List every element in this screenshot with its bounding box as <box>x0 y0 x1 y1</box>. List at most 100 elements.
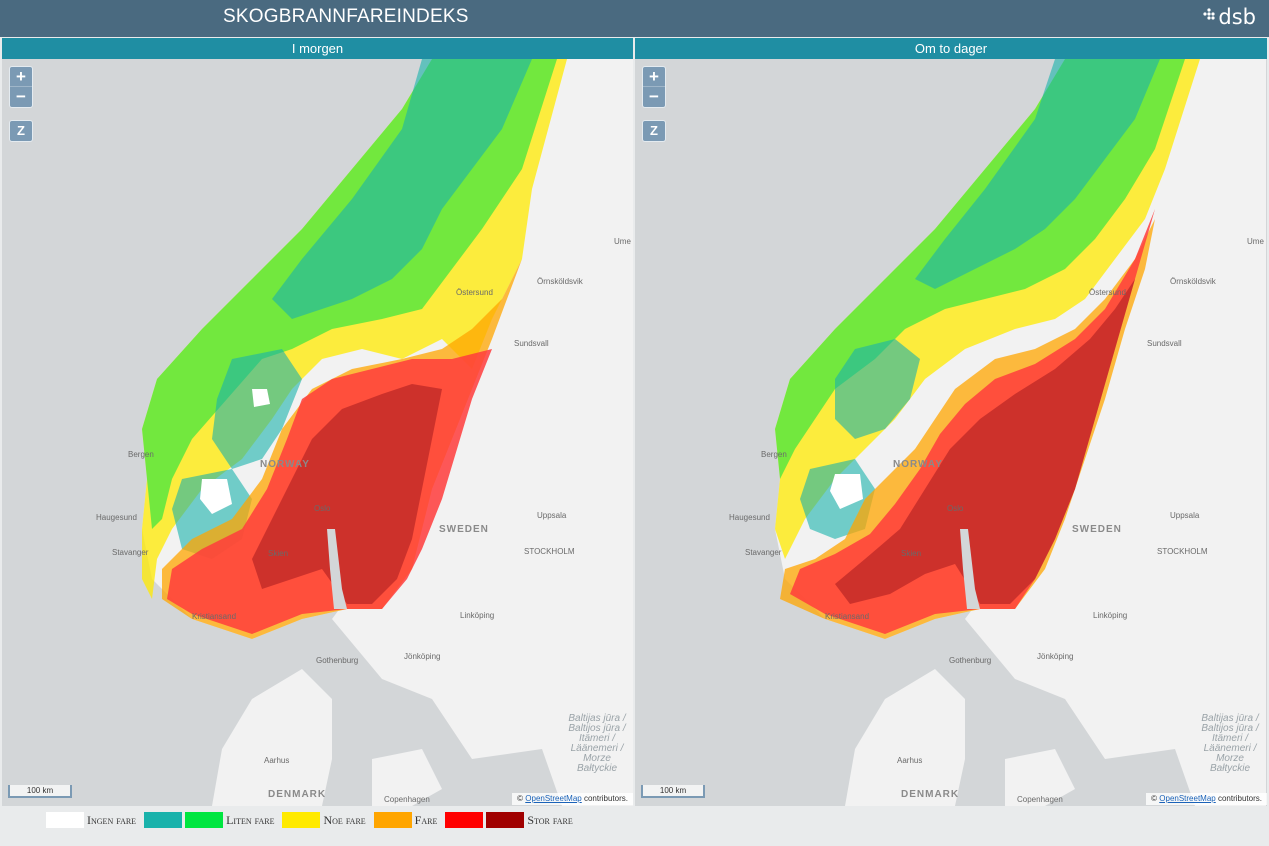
zone-liten-fare-teal <box>915 59 1160 289</box>
city-label: Jönköping <box>1037 652 1074 661</box>
legend-label: Stor fare <box>527 812 573 827</box>
finland-south-land <box>592 649 633 739</box>
app-title: SKOGBRANNFAREINDEKS <box>223 6 469 27</box>
country-label: NORWAY <box>260 459 310 470</box>
legend-swatch <box>282 812 321 828</box>
city-label: Aarhus <box>897 756 923 765</box>
finland-south-land <box>1225 649 1266 739</box>
attribution-suffix: contributors. <box>581 794 628 803</box>
denmark-land <box>845 669 965 806</box>
map-canvas[interactable] <box>635 59 1266 806</box>
scale-bar: 100 km <box>641 785 705 798</box>
city-label: Copenhagen <box>384 795 430 804</box>
denmark-land <box>212 669 332 806</box>
city-label: Haugesund <box>96 513 137 522</box>
city-label: Jönköping <box>404 652 441 661</box>
logo-dots-icon <box>1203 7 1215 20</box>
legend-label: Ingen fare <box>87 812 137 827</box>
legend-item-stor-fare: Stor fare <box>445 812 573 828</box>
country-label: DENMARK <box>268 789 327 800</box>
zoom-in-button[interactable]: + <box>10 67 32 87</box>
legend-item-ingen-fare: Ingen fare <box>46 812 136 828</box>
legend-swatch <box>373 812 412 828</box>
city-label: Östersund <box>1089 288 1126 297</box>
z-button[interactable]: Z <box>9 120 33 142</box>
city-label: Oslo <box>314 504 331 513</box>
city-label: Skien <box>901 549 922 558</box>
zone-white-2 <box>252 389 270 407</box>
city-label: Linköping <box>460 611 495 620</box>
logo-text: dsb <box>1218 5 1256 29</box>
city-label: STOCKHOLM <box>524 547 575 556</box>
zone-stor-fare-darkred <box>835 279 1135 604</box>
dsb-logo[interactable]: dsb <box>1203 5 1256 29</box>
attribution-prefix: © <box>1151 794 1160 803</box>
attribution: © OpenStreetMap contributors. <box>1146 793 1267 805</box>
gotland-land <box>1180 579 1195 629</box>
city-label: Sundsvall <box>1147 339 1182 348</box>
legend-label: Liten fare <box>226 812 275 827</box>
oslofjord <box>327 529 347 609</box>
city-label: Skien <box>268 549 289 558</box>
zoom-out-button[interactable]: − <box>649 87 659 106</box>
gotland-land <box>547 579 562 629</box>
country-label: NORWAY <box>893 459 943 470</box>
zone-liten-fare-teal <box>272 59 532 319</box>
legend-label: Fare <box>414 812 438 827</box>
map-canvas[interactable] <box>2 59 633 806</box>
legend: Ingen fare Liten fare Noe fare Fare Stor… <box>46 812 581 828</box>
city-label: STOCKHOLM <box>1157 547 1208 556</box>
city-label: Östersund <box>456 288 493 297</box>
legend-item-liten-fare: Liten fare <box>144 812 274 828</box>
city-label: Kristiansand <box>825 612 870 621</box>
openstreetmap-link[interactable]: OpenStreetMap <box>525 794 582 803</box>
sea-label: Baltijas jūra / Baltijos jūra / Itämeri … <box>1201 713 1259 774</box>
legend-swatch <box>185 812 224 828</box>
country-label: SWEDEN <box>439 524 489 535</box>
city-label: Stavanger <box>745 548 782 557</box>
zealand-land <box>372 749 442 806</box>
zealand-land <box>1005 749 1075 806</box>
city-label: Ume <box>1247 237 1264 246</box>
finland-land <box>1230 199 1266 389</box>
city-label: Uppsala <box>537 511 567 520</box>
legend-label: Noe fare <box>323 812 366 827</box>
city-label: Ume <box>614 237 631 246</box>
zoom-out-button[interactable]: − <box>16 87 26 106</box>
city-label: Oslo <box>947 504 964 513</box>
city-label: Bergen <box>761 450 787 459</box>
zone-stor-fare-red <box>790 209 1155 634</box>
city-label: Linköping <box>1093 611 1128 620</box>
zoom-in-button[interactable]: + <box>643 67 665 87</box>
legend-item-fare: Fare <box>373 812 438 828</box>
panel-title: I morgen <box>2 38 633 59</box>
sea-label: Baltijas jūra / Baltijos jūra / Itämeri … <box>568 713 626 774</box>
zone-stor-fare-darkred <box>252 384 442 604</box>
openstreetmap-link[interactable]: OpenStreetMap <box>1159 794 1216 803</box>
city-label: Sundsvall <box>514 339 549 348</box>
zone-teal-west <box>835 339 920 439</box>
country-label: SWEDEN <box>1072 524 1122 535</box>
attribution: © OpenStreetMap contributors. <box>512 793 633 805</box>
map-view[interactable]: Ume Örnsköldsvik Östersund Sundsvall Ber… <box>635 59 1267 806</box>
city-label: Örnsköldsvik <box>537 277 583 286</box>
zone-teal-west <box>212 349 302 469</box>
country-label: DENMARK <box>901 789 960 800</box>
legend-swatch <box>46 812 84 828</box>
city-label: Copenhagen <box>1017 795 1063 804</box>
attribution-prefix: © <box>517 794 526 803</box>
zoom-control: + − <box>642 66 666 108</box>
city-label: Gothenburg <box>949 656 992 665</box>
legend-swatch <box>445 812 484 828</box>
zone-white-1 <box>830 474 863 509</box>
city-label: Gothenburg <box>316 656 359 665</box>
legend-swatch <box>486 812 525 828</box>
city-label: Stavanger <box>112 548 149 557</box>
finland-land <box>597 199 633 389</box>
zoom-control: + − <box>9 66 33 108</box>
city-label: Kristiansand <box>192 612 237 621</box>
map-view[interactable]: Ume Örnsköldsvik Östersund Sundsvall Ber… <box>2 59 633 806</box>
z-button[interactable]: Z <box>642 120 666 142</box>
app-header: SKOGBRANNFAREINDEKS dsb <box>0 0 1269 37</box>
oslofjord <box>960 529 980 609</box>
